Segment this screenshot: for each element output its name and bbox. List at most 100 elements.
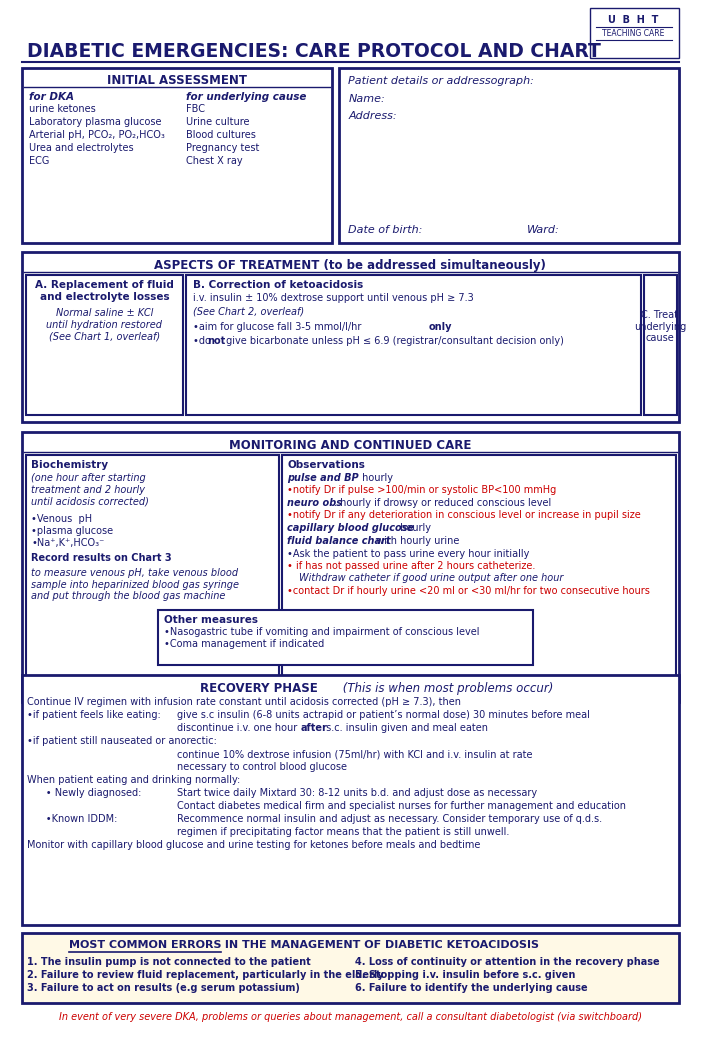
Text: INITIAL ASSESSMENT: INITIAL ASSESSMENT <box>107 74 247 87</box>
Bar <box>22 252 679 422</box>
Text: 2. Failure to review fluid replacement, particularly in the elderly: 2. Failure to review fluid replacement, … <box>27 970 383 980</box>
Bar <box>644 275 677 415</box>
Text: 4. Loss of continuity or attention in the recovery phase: 4. Loss of continuity or attention in th… <box>355 957 660 967</box>
Text: s.c. insulin given and meal eaten: s.c. insulin given and meal eaten <box>323 723 488 733</box>
Text: discontinue i.v. one hour: discontinue i.v. one hour <box>176 723 300 733</box>
Text: Continue IV regimen with infusion rate constant until acidosis corrected (pH ≥ 7: Continue IV regimen with infusion rate c… <box>27 697 461 707</box>
Text: IN THE MANAGEMENT OF DIABETIC KETOACIDOSIS: IN THE MANAGEMENT OF DIABETIC KETOACIDOS… <box>221 940 539 950</box>
Text: neuro obs: neuro obs <box>287 498 343 508</box>
Text: 1. The insulin pump is not connected to the patient: 1. The insulin pump is not connected to … <box>27 957 310 967</box>
Text: •Nasogastric tube if vomiting and impairment of conscious level: •Nasogastric tube if vomiting and impair… <box>164 627 480 636</box>
Text: RECOVERY PHASE: RECOVERY PHASE <box>200 682 318 695</box>
Text: Urea and electrolytes: Urea and electrolytes <box>30 144 134 153</box>
Bar <box>22 675 679 925</box>
Text: •aim for glucose fall 3-5 mmol/l/hr: •aim for glucose fall 3-5 mmol/l/hr <box>193 322 364 332</box>
Text: give bicarbonate unless pH ≤ 6.9 (registrar/consultant decision only): give bicarbonate unless pH ≤ 6.9 (regist… <box>222 336 564 346</box>
Text: for DKA: for DKA <box>30 92 74 102</box>
Text: Biochemistry: Biochemistry <box>31 460 109 470</box>
Text: Record results on Chart 3: Record results on Chart 3 <box>31 553 172 563</box>
Text: ECG: ECG <box>30 156 50 166</box>
Text: TEACHING CARE: TEACHING CARE <box>603 29 665 38</box>
Text: DIABETIC EMERGENCIES: CARE PROTOCOL AND CHART: DIABETIC EMERGENCIES: CARE PROTOCOL AND … <box>27 42 600 61</box>
Text: 6. Failure to identify the underlying cause: 6. Failure to identify the underlying ca… <box>355 983 588 993</box>
Bar <box>590 8 679 58</box>
Text: FBC: FBC <box>186 104 205 114</box>
Text: C. Treat
underlying
cause: C. Treat underlying cause <box>634 310 686 343</box>
Text: to measure venous pH, take venous blood
sample into heparinized blood gas syring: to measure venous pH, take venous blood … <box>31 568 239 601</box>
Text: When patient eating and drinking normally:: When patient eating and drinking normall… <box>27 775 240 785</box>
Bar <box>282 456 676 695</box>
Text: MOST COMMON ERRORS: MOST COMMON ERRORS <box>69 940 221 950</box>
Text: hourly: hourly <box>397 523 431 534</box>
Text: •notify Dr if any deterioration in conscious level or increase in pupil size: •notify Dr if any deterioration in consc… <box>287 510 642 520</box>
Text: fluid balance chart: fluid balance chart <box>287 536 391 546</box>
Text: •notify Dr if pulse >100/min or systolic BP<100 mmHg: •notify Dr if pulse >100/min or systolic… <box>287 485 557 495</box>
Text: . hourly if drowsy or reduced conscious level: . hourly if drowsy or reduced conscious … <box>334 498 552 508</box>
Text: •Coma management if indicated: •Coma management if indicated <box>164 639 325 649</box>
Text: with hourly urine: with hourly urine <box>373 536 459 546</box>
Text: • Newly diagnosed:: • Newly diagnosed: <box>27 788 141 798</box>
Text: Pregnancy test: Pregnancy test <box>186 144 259 153</box>
Text: urine ketones: urine ketones <box>30 104 96 114</box>
Text: Recommence normal insulin and adjust as necessary. Consider temporary use of q.d: Recommence normal insulin and adjust as … <box>176 814 602 824</box>
Text: Blood cultures: Blood cultures <box>186 130 256 140</box>
Text: 5. Stopping i.v. insulin before s.c. given: 5. Stopping i.v. insulin before s.c. giv… <box>355 970 575 980</box>
Bar <box>22 432 679 702</box>
Text: ASPECTS OF TREATMENT (to be addressed simultaneously): ASPECTS OF TREATMENT (to be addressed si… <box>154 259 546 272</box>
Text: 3. Failure to act on results (e.g serum potassium): 3. Failure to act on results (e.g serum … <box>27 983 300 993</box>
Text: regimen if precipitating factor means that the patient is still unwell.: regimen if precipitating factor means th… <box>176 827 509 837</box>
Text: •do: •do <box>193 336 214 346</box>
Text: • if has not passed urine after 2 hours catheterize.: • if has not passed urine after 2 hours … <box>287 561 536 571</box>
Text: Observations: Observations <box>287 460 365 470</box>
Text: only: only <box>428 322 451 332</box>
Text: not: not <box>207 336 225 346</box>
Text: Date of birth:: Date of birth: <box>348 225 423 235</box>
Text: Laboratory plasma glucose: Laboratory plasma glucose <box>30 118 162 127</box>
Text: pulse and BP: pulse and BP <box>287 473 359 483</box>
Text: •if patient still nauseated or anorectic:: •if patient still nauseated or anorectic… <box>27 736 217 746</box>
Text: Address:: Address: <box>348 111 397 121</box>
Text: i.v. insulin ± 10% dextrose support until venous pH ≥ 7.3: i.v. insulin ± 10% dextrose support unti… <box>193 293 473 303</box>
Bar <box>22 933 679 1003</box>
Text: give s.c insulin (6-8 units actrapid or patient’s normal dose) 30 minutes before: give s.c insulin (6-8 units actrapid or … <box>176 710 590 720</box>
Text: A. Replacement of fluid
and electrolyte losses: A. Replacement of fluid and electrolyte … <box>35 280 174 302</box>
Text: •contact Dr if hourly urine <20 ml or <30 ml/hr for two consecutive hours: •contact Dr if hourly urine <20 ml or <3… <box>287 586 650 596</box>
Text: •plasma glucose: •plasma glucose <box>31 526 113 536</box>
Text: hourly: hourly <box>359 473 392 483</box>
Text: Name:: Name: <box>348 94 385 104</box>
Text: •Na⁺,K⁺,HCO₃⁻: •Na⁺,K⁺,HCO₃⁻ <box>31 538 104 548</box>
Text: necessary to control blood glucose: necessary to control blood glucose <box>176 762 347 772</box>
Text: for underlying cause: for underlying cause <box>186 92 307 102</box>
Bar <box>22 68 331 243</box>
Text: B. Correction of ketoacidosis: B. Correction of ketoacidosis <box>193 280 363 290</box>
Text: Normal saline ± KCl
until hydration restored
(See Chart 1, overleaf): Normal saline ± KCl until hydration rest… <box>47 308 163 341</box>
Text: Start twice daily Mixtard 30: 8-12 units b.d. and adjust dose as necessary: Start twice daily Mixtard 30: 8-12 units… <box>176 788 537 798</box>
Bar <box>158 610 534 665</box>
Text: Patient details or addressograph:: Patient details or addressograph: <box>348 76 534 86</box>
Text: In event of very severe DKA, problems or queries about management, call a consul: In event of very severe DKA, problems or… <box>59 1012 642 1022</box>
Text: (See Chart 2, overleaf): (See Chart 2, overleaf) <box>193 306 304 316</box>
Text: (This is when most problems occur): (This is when most problems occur) <box>339 682 554 695</box>
Text: •Venous  pH: •Venous pH <box>31 514 92 524</box>
Text: Other measures: Other measures <box>164 615 258 625</box>
Text: (one hour after starting
treatment and 2 hourly
until acidosis corrected): (one hour after starting treatment and 2… <box>31 473 149 506</box>
Text: Arterial pH, PCO₂, PO₂,HCO₃: Arterial pH, PCO₂, PO₂,HCO₃ <box>30 130 166 140</box>
Bar <box>26 275 184 415</box>
Text: continue 10% dextrose infusion (75ml/hr) with KCl and i.v. insulin at rate: continue 10% dextrose infusion (75ml/hr)… <box>176 749 532 759</box>
Text: Chest X ray: Chest X ray <box>186 156 243 166</box>
Text: •Known IDDM:: •Known IDDM: <box>27 814 117 824</box>
Text: after: after <box>300 723 328 733</box>
Text: Monitor with capillary blood glucose and urine testing for ketones before meals : Monitor with capillary blood glucose and… <box>27 840 480 850</box>
Text: U  B  H  T: U B H T <box>608 15 659 25</box>
Text: Urine culture: Urine culture <box>186 118 250 127</box>
Bar <box>339 68 679 243</box>
Text: capillary blood glucose: capillary blood glucose <box>287 523 415 534</box>
Text: Withdraw catheter if good urine output after one hour: Withdraw catheter if good urine output a… <box>299 573 563 583</box>
Bar <box>26 456 279 695</box>
Text: •if patient feels like eating:: •if patient feels like eating: <box>27 710 161 720</box>
Text: •Ask the patient to pass urine every hour initially: •Ask the patient to pass urine every hou… <box>287 549 530 560</box>
Text: Contact diabetes medical firm and specialist nurses for further management and e: Contact diabetes medical firm and specia… <box>176 801 626 811</box>
Text: Ward:: Ward: <box>526 225 559 235</box>
Text: MONITORING AND CONTINUED CARE: MONITORING AND CONTINUED CARE <box>229 439 472 452</box>
Bar <box>186 275 641 415</box>
